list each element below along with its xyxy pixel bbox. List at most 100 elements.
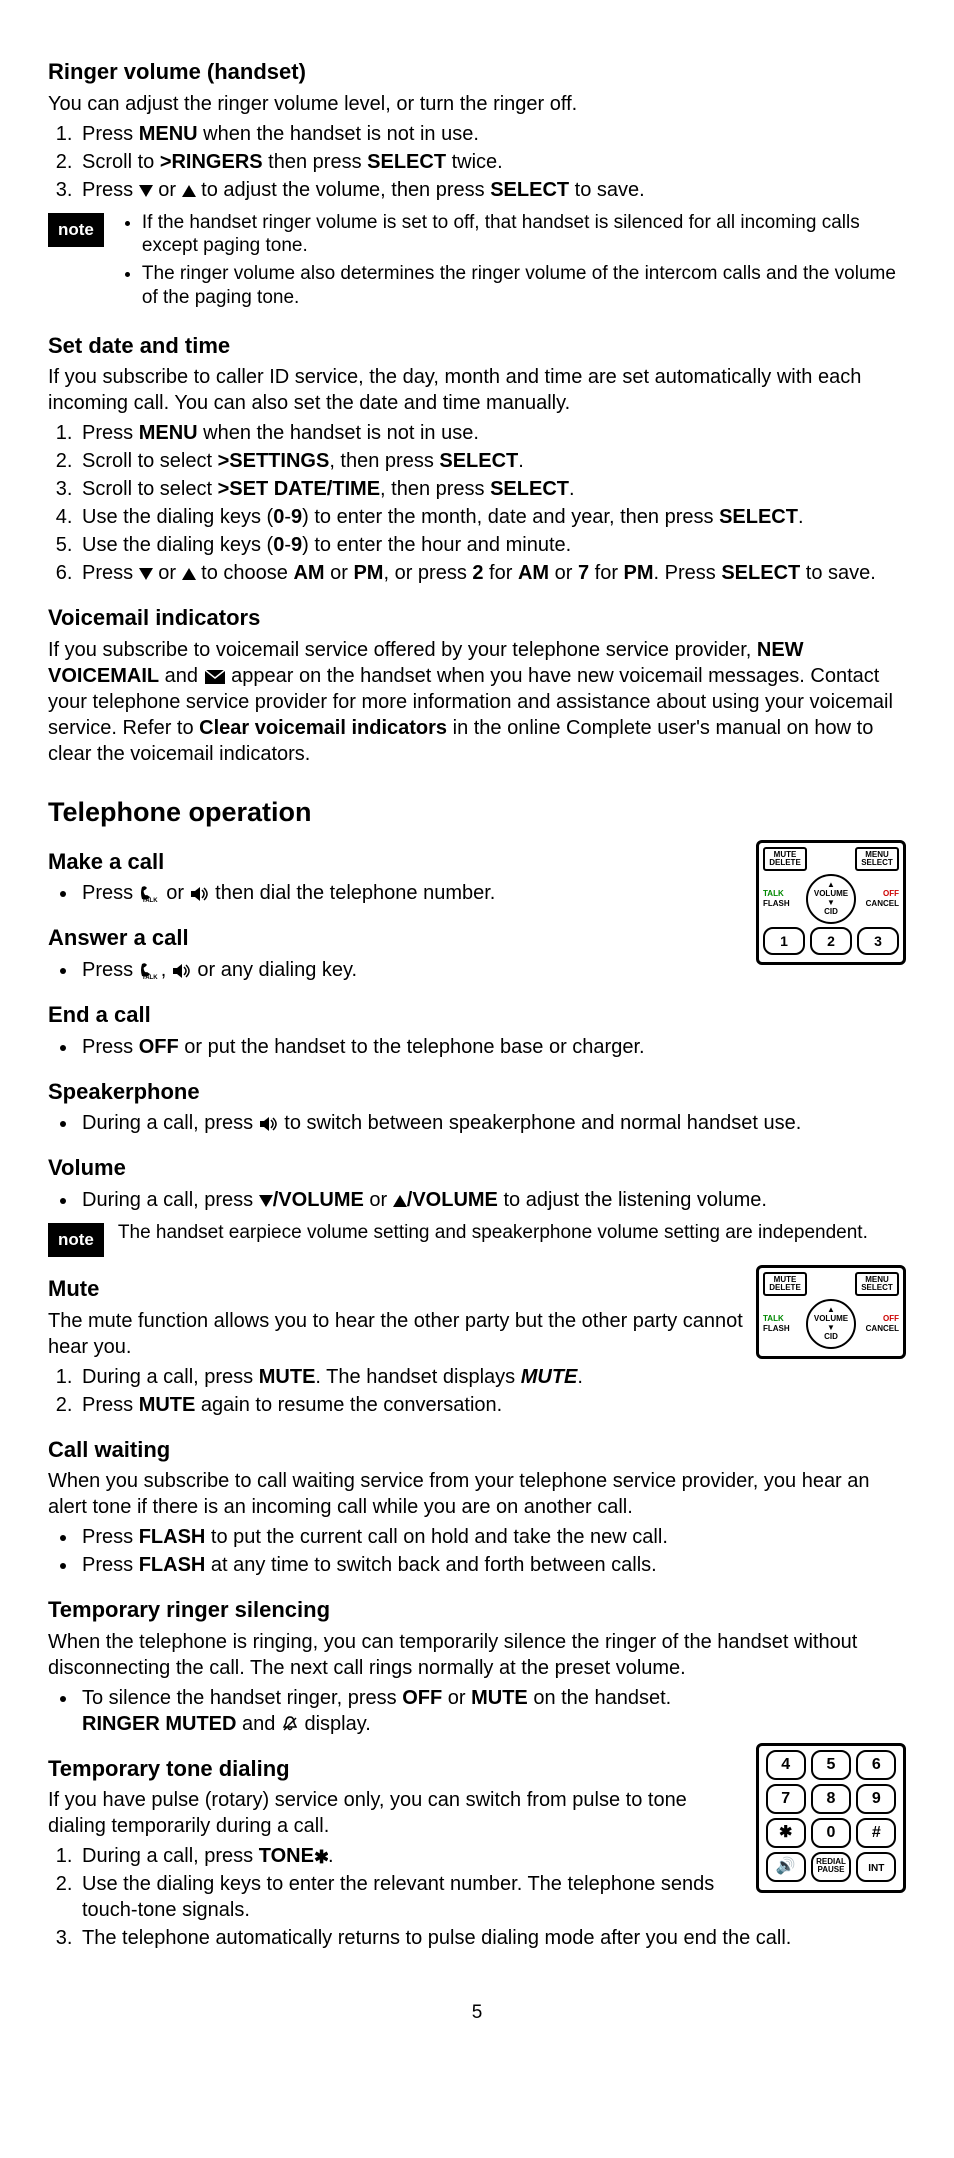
t: 0 [273,506,284,528]
t: AM [293,562,324,584]
t: - [284,506,291,528]
t: Press [82,959,139,981]
t: 9 [291,506,302,528]
note-content: If the handset ringer volume is set to o… [118,211,906,314]
t: . [798,506,804,528]
t: and [236,1713,280,1735]
t: OFF [859,890,899,898]
ringer-step-1: Press MENU when the handset is not in us… [78,121,906,147]
t: . Press [654,562,722,584]
t: at any time to switch back and forth bet… [205,1554,656,1576]
t: SELECT [861,858,893,867]
ringer-intro: You can adjust the ringer volume level, … [48,91,906,117]
t: FLASH [139,1526,206,1548]
t: or [325,562,354,584]
t: TALK [763,890,803,898]
cw-title: Call waiting [48,1436,906,1465]
date-title: Set date and time [48,332,906,361]
text: or [153,179,182,201]
talk-flash-key: TALKFLASH [763,1315,803,1333]
t: Press [82,1554,139,1576]
select-label: SELECT [367,151,446,173]
t: . [328,1845,334,1867]
mute-key: MUTEDELETE [763,847,807,871]
t: then dial the telephone number. [210,882,496,904]
trs-bullet: To silence the handset ringer, press OFF… [78,1685,906,1737]
svg-text:✱: ✱ [314,1849,328,1865]
off-cancel-key: OFFCANCEL [859,890,899,908]
date-step-6: Press or to choose AM or PM, or press 2 … [78,560,906,586]
spk-bullet: During a call, press to switch between s… [78,1110,906,1136]
note-badge: note [48,1223,104,1257]
key-2: 2 [810,927,852,955]
t: Use the dialing keys ( [82,506,273,528]
t: or any dialing key. [192,959,357,981]
key-1: 1 [763,927,805,955]
ringer-step-2: Scroll to >RINGERS then press SELECT twi… [78,149,906,175]
date-step-5: Use the dialing keys (0-9) to enter the … [78,532,906,558]
t: again to resume the conversation. [195,1394,502,1416]
date-step-1: Press MENU when the handset is not in us… [78,420,906,446]
t: , [161,959,172,981]
trs-intro: When the telephone is ringing, you can t… [48,1629,906,1681]
page-number: 5 [48,2001,906,2026]
triangle-down-icon [259,1195,273,1207]
t: To silence the handset ringer, press [82,1687,402,1709]
svg-text:TALK: TALK [142,898,158,902]
t: . [569,478,575,500]
t: MUTE [139,1394,196,1416]
t: SELECT [861,1283,893,1292]
svg-text:TALK: TALK [142,975,158,979]
cw-bullet-1: Press FLASH to put the current call on h… [78,1524,906,1550]
bell-muted-icon [281,1715,299,1733]
mute-step-2: Press MUTE again to resume the conversat… [78,1392,906,1418]
t: for [484,562,518,584]
talk-icon: TALK [139,884,161,902]
t: FLASH [763,1325,803,1333]
t: for [589,562,623,584]
date-step-3: Scroll to select >SET DATE/TIME, then pr… [78,476,906,502]
keypad-illustration-2: MUTEDELETE MENUSELECT TALKFLASH ▲VOLUME▼… [756,1265,906,1359]
t: , then press [329,450,439,472]
spk-title: Speakerphone [48,1078,906,1107]
text: to save. [569,179,645,201]
date-steps: Press MENU when the handset is not in us… [48,420,906,586]
cw-bullet-2: Press FLASH at any time to switch back a… [78,1552,906,1578]
t: CID [824,908,838,916]
t: to choose [196,562,294,584]
key-spk: 🔊 [766,1852,806,1882]
vm-title: Voicemail indicators [48,604,906,633]
t: OFF [402,1687,442,1709]
end-title: End a call [48,1001,906,1030]
t: During a call, press [82,1845,259,1867]
ringer-title: Ringer volume (handset) [48,58,906,87]
t: DELETE [769,1283,801,1292]
t: >SET DATE/TIME [218,478,380,500]
t: 9 [291,534,302,556]
t: MUTE [259,1366,316,1388]
off-cancel-key: OFFCANCEL [859,1315,899,1333]
t: Press [82,1394,139,1416]
key-3: 3 [857,927,899,955]
ringer-steps: Press MENU when the handset is not in us… [48,121,906,203]
t: Scroll to select [82,478,218,500]
volume-nav-key: ▲VOLUME▼CID [806,874,856,924]
trs-title: Temporary ringer silencing [48,1596,906,1625]
text: twice. [446,151,503,173]
t: Press [82,1036,139,1058]
envelope-icon [204,669,226,685]
t: During a call, press [82,1189,259,1211]
date-step-4: Use the dialing keys (0-9) to enter the … [78,504,906,530]
mute-key: MUTEDELETE [763,1272,807,1296]
ttd-step-3: The telephone automatically returns to p… [78,1925,906,1951]
end-bullet: Press OFF or put the handset to the tele… [78,1034,906,1060]
talk-icon: TALK [139,961,161,979]
t: SELECT [721,562,800,584]
menu-key: MENUSELECT [855,847,899,871]
volume-nav-key: ▲VOLUME▼CID [806,1299,856,1349]
t: DELETE [769,858,801,867]
ringer-step-3: Press or to adjust the volume, then pres… [78,177,906,203]
t: , then press [380,478,490,500]
key-4: 4 [766,1750,806,1780]
speaker-icon [172,963,192,979]
